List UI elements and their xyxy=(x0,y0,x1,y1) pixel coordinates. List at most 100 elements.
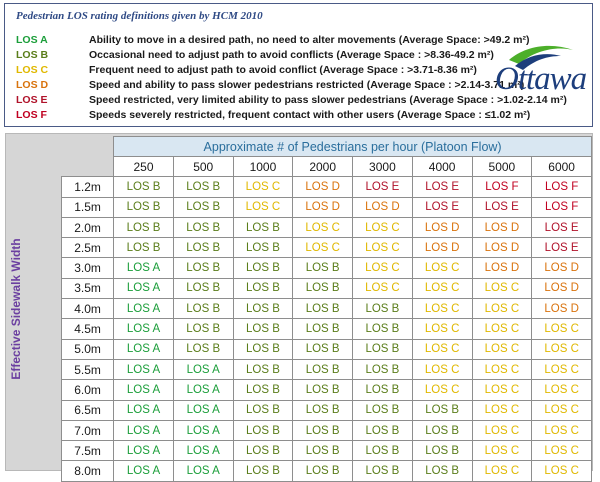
los-cell: LOS D xyxy=(292,176,354,198)
los-cell: LOS B xyxy=(292,440,354,462)
los-cell: LOS B xyxy=(113,196,174,218)
sidewalk-width-cell: 4.5m xyxy=(60,318,115,340)
los-cell: LOS E xyxy=(411,196,473,218)
los-cell: LOS B xyxy=(292,419,354,442)
los-cell: LOS B xyxy=(352,379,413,401)
legend-description: Speed and ability to pass slower pedestr… xyxy=(89,79,525,91)
sidewalk-width-cell: 6.0m xyxy=(60,379,115,401)
los-cell: LOS C xyxy=(471,460,533,482)
los-cell: LOS C xyxy=(531,338,592,360)
los-cell: LOS C xyxy=(531,419,592,442)
los-cell: LOS B xyxy=(232,237,294,259)
los-cell: LOS B xyxy=(292,399,354,421)
los-cell: LOS B xyxy=(352,318,413,340)
los-cell: LOS C xyxy=(471,277,533,300)
los-cell: LOS D xyxy=(411,237,473,259)
los-cell: LOS F xyxy=(531,176,592,198)
sidewalk-width-cell: 8.0m xyxy=(60,460,115,482)
sidewalk-width-cell: 7.5m xyxy=(60,440,115,462)
legend-code: LOS C xyxy=(16,64,49,76)
los-cell: LOS B xyxy=(352,338,413,360)
volume-header-cell: 4000 xyxy=(411,155,473,178)
los-cell: LOS C xyxy=(531,460,592,482)
los-cell: LOS C xyxy=(471,379,533,401)
los-cell: LOS B xyxy=(172,338,234,360)
volume-header-cell: 5000 xyxy=(471,155,533,178)
los-cell: LOS B xyxy=(352,358,413,381)
los-cell: LOS B xyxy=(232,338,294,360)
los-cell: LOS C xyxy=(411,257,473,279)
legend-description: Ability to move in a desired path, no ne… xyxy=(89,34,530,46)
legend-description: Frequent need to adjust path to avoid co… xyxy=(89,64,477,76)
los-cell: LOS C xyxy=(411,379,473,401)
los-cell: LOS A xyxy=(172,440,234,462)
ottawa-logo: Ottawa xyxy=(495,44,591,104)
los-cell: LOS C xyxy=(471,440,533,462)
volume-header-cell: 500 xyxy=(172,155,234,178)
los-cell: LOS C xyxy=(471,419,533,442)
los-cell: LOS B xyxy=(352,419,413,442)
los-cell: LOS B xyxy=(232,440,294,462)
los-cell: LOS D xyxy=(531,298,592,320)
los-cell: LOS B xyxy=(113,237,174,259)
volume-header-cell: 6000 xyxy=(531,155,592,178)
los-cell: LOS A xyxy=(172,399,234,421)
los-cell: LOS E xyxy=(531,216,592,239)
los-cell: LOS B xyxy=(232,318,294,340)
los-cell: LOS C xyxy=(232,196,294,218)
volume-header-row: 250 500 1000 2000 3000 4000 5000 6000 xyxy=(62,155,592,178)
legend-code: LOS E xyxy=(16,94,48,106)
los-cell: LOS C xyxy=(411,358,473,381)
volume-header-cell: 1000 xyxy=(232,155,294,178)
legend-description: Occasional need to adjust path to avoid … xyxy=(89,49,494,61)
top-header: Approximate # of Pedestrians per hour (P… xyxy=(113,136,592,157)
los-cell: LOS A xyxy=(113,358,174,381)
sidewalk-width-cell: 2.5m xyxy=(60,237,115,259)
los-cell: LOS A xyxy=(113,277,174,300)
los-cell: LOS D xyxy=(471,237,533,259)
los-cell: LOS C xyxy=(352,257,413,279)
los-cell: LOS B xyxy=(411,460,473,482)
legend-title: Pedestrian LOS rating definitions given … xyxy=(16,10,263,22)
los-cell: LOS B xyxy=(172,216,234,239)
ottawa-swoosh-icon xyxy=(509,45,573,70)
los-cell: LOS B xyxy=(292,358,354,381)
legend-code: LOS D xyxy=(16,79,49,91)
los-table-panel: Effective Sidewalk Width Approximate # o… xyxy=(5,133,593,482)
los-cell: LOS B xyxy=(232,257,294,279)
sidewalk-width-cell: 3.0m xyxy=(60,257,115,279)
los-cell: LOS C xyxy=(292,216,354,239)
los-cell: LOS B xyxy=(232,399,294,421)
los-cell: LOS B xyxy=(411,399,473,421)
los-cell: LOS A xyxy=(113,419,174,442)
los-cell: LOS D xyxy=(411,216,473,239)
sidewalk-width-cell: 4.0m xyxy=(60,298,115,320)
los-cell: LOS B xyxy=(172,237,234,259)
los-cell: LOS B xyxy=(352,399,413,421)
los-cell: LOS C xyxy=(471,318,533,340)
los-cell: LOS A xyxy=(113,440,174,462)
los-cell: LOS B xyxy=(232,379,294,401)
los-cell: LOS A xyxy=(113,298,174,320)
los-cell: LOS F xyxy=(531,196,592,218)
side-header-label: Effective Sidewalk Width xyxy=(9,238,23,380)
los-cell: LOS B xyxy=(292,460,354,482)
los-cell: LOS B xyxy=(292,379,354,401)
los-cell: LOS A xyxy=(172,358,234,381)
los-cell: LOS B xyxy=(352,440,413,462)
los-cell: LOS B xyxy=(292,277,354,300)
legend-code: LOS A xyxy=(16,34,48,46)
los-cell: LOS C xyxy=(471,298,533,320)
los-cell: LOS A xyxy=(113,338,174,360)
los-cell: LOS D xyxy=(471,216,533,239)
los-cell: LOS D xyxy=(292,196,354,218)
